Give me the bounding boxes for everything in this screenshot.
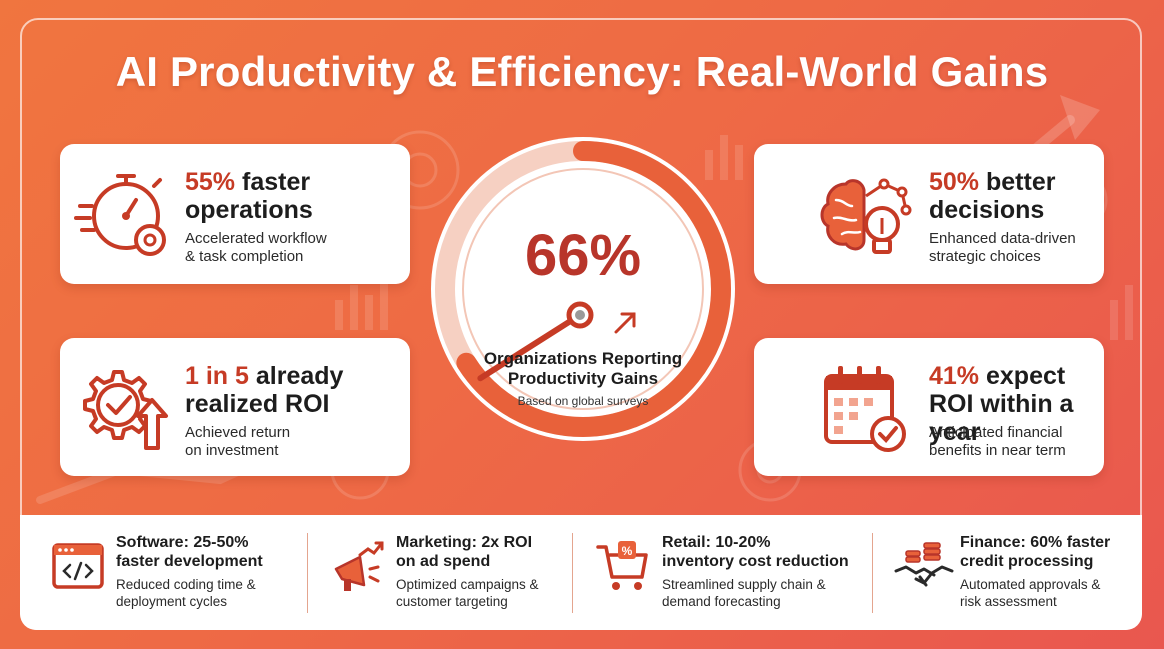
gauge-label: Organizations Reporting Productivity Gai… bbox=[428, 349, 738, 389]
operations-desc-line2: & task completion bbox=[185, 248, 304, 265]
operations-description: Accelerated workflow & task completion bbox=[185, 230, 327, 266]
sector-marketing-title-line2: on ad spend bbox=[396, 553, 491, 570]
gauge-label-line2: Productivity Gains bbox=[507, 369, 659, 388]
sector-software-title: Software: 25-50% faster development bbox=[116, 533, 316, 571]
decisions-desc-line2: strategic choices bbox=[929, 248, 1041, 265]
roi-line2: realized ROI bbox=[185, 390, 330, 418]
expect-headline: 41% expect ROI within a year bbox=[929, 362, 1104, 446]
card-expect-roi: 41% expect ROI within a year Anticipated… bbox=[754, 338, 1104, 476]
operations-stat: 55% bbox=[185, 168, 236, 196]
sector-retail-title: Retail: 10-20% inventory cost reduction bbox=[662, 533, 862, 571]
roi-stat-rest: already bbox=[248, 362, 344, 390]
expect-desc-line2: benefits in near term bbox=[929, 442, 1066, 459]
sector-software: Software: 25-50% faster development Redu… bbox=[40, 515, 310, 630]
page-title: AI Productivity & Efficiency: Real-World… bbox=[115, 48, 1049, 95]
expect-stat-rest: expect bbox=[979, 362, 1066, 390]
roi-headline: 1 in 5 already realized ROI bbox=[185, 362, 343, 418]
sector-marketing-desc: Optimized campaigns & customer targeting bbox=[396, 576, 596, 610]
sector-finance-title-line2: credit processing bbox=[960, 553, 1094, 570]
calendar-check-icon bbox=[824, 366, 906, 452]
expect-desc-line1: Anticipated financial bbox=[929, 424, 1063, 441]
sector-finance-desc-line1: Automated approvals & bbox=[960, 577, 1101, 592]
decisions-description: Enhanced data-driven strategic choices bbox=[929, 230, 1076, 266]
gauge-graphic bbox=[431, 137, 735, 441]
decisions-headline: 50% better decisions bbox=[929, 168, 1055, 224]
card-better-decisions: 50% better decisions Enhanced data-drive… bbox=[754, 144, 1104, 284]
sector-finance: Finance: 60% faster credit processing Au… bbox=[884, 515, 1134, 630]
sector-finance-desc-line2: risk assessment bbox=[960, 594, 1057, 609]
sector-retail-title-line2: inventory cost reduction bbox=[662, 553, 849, 570]
sector-marketing: Marketing: 2x ROI on ad spend Optimized … bbox=[320, 515, 570, 630]
trend-arrow-icon bbox=[614, 312, 636, 334]
gauge-needle bbox=[477, 312, 583, 382]
brain-lightbulb-icon bbox=[820, 178, 912, 254]
gauge-fill-arc bbox=[435, 141, 731, 437]
sector-marketing-desc-line2: customer targeting bbox=[396, 594, 508, 609]
sector-marketing-desc-line1: Optimized campaigns & bbox=[396, 577, 539, 592]
sector-divider bbox=[307, 533, 308, 613]
card-realized-roi: 1 in 5 already realized ROI Achieved ret… bbox=[60, 338, 410, 476]
sector-marketing-title-line1: Marketing: 2x ROI bbox=[396, 534, 533, 551]
card-faster-operations: 55% faster operations Accelerated workfl… bbox=[60, 144, 410, 284]
operations-desc-line1: Accelerated workflow bbox=[185, 230, 327, 247]
gear-check-arrow-icon bbox=[83, 370, 168, 450]
decisions-stat-rest: better bbox=[979, 168, 1056, 196]
sector-retail-desc-line2: demand forecasting bbox=[662, 594, 781, 609]
sector-bar: Software: 25-50% faster development Redu… bbox=[20, 515, 1142, 630]
productivity-gauge: 66% Organizations Reporting Productivity… bbox=[428, 134, 738, 444]
sector-retail-desc-line1: Streamlined supply chain & bbox=[662, 577, 826, 592]
code-window-icon bbox=[52, 543, 104, 589]
operations-line2: operations bbox=[185, 196, 313, 224]
roi-stat: 1 in 5 bbox=[185, 362, 249, 390]
shopping-cart-percent-icon: % bbox=[596, 541, 648, 590]
decisions-stat: 50% bbox=[929, 168, 980, 196]
roi-desc-line2: on investment bbox=[185, 442, 279, 459]
sector-software-desc: Reduced coding time & deployment cycles bbox=[116, 576, 316, 610]
operations-headline: 55% faster operations bbox=[185, 168, 313, 224]
decisions-line2: decisions bbox=[929, 196, 1045, 224]
sector-software-title-line2: faster development bbox=[116, 553, 263, 570]
sector-retail: % Retail: 10-20% inventory cost reductio… bbox=[586, 515, 876, 630]
megaphone-chart-icon bbox=[334, 541, 384, 591]
sector-finance-title: Finance: 60% faster credit processing bbox=[960, 533, 1160, 571]
roi-description: Achieved return on investment bbox=[185, 424, 290, 460]
sector-software-desc-line1: Reduced coding time & bbox=[116, 577, 256, 592]
svg-text:%: % bbox=[622, 544, 633, 558]
stopwatch-gear-icon bbox=[74, 174, 166, 256]
sector-marketing-title: Marketing: 2x ROI on ad spend bbox=[396, 533, 596, 571]
expect-description: Anticipated financial benefits in near t… bbox=[929, 424, 1066, 460]
sector-software-title-line1: Software: 25-50% bbox=[116, 534, 249, 551]
coins-handshake-icon bbox=[894, 542, 954, 587]
sector-software-desc-line2: deployment cycles bbox=[116, 594, 228, 609]
sector-finance-desc: Automated approvals & risk assessment bbox=[960, 576, 1160, 610]
roi-desc-line1: Achieved return bbox=[185, 424, 291, 441]
sector-finance-title-line1: Finance: 60% faster bbox=[960, 534, 1111, 551]
gauge-label-line1: Organizations Reporting bbox=[483, 349, 683, 368]
sector-retail-title-line1: Retail: 10-20% bbox=[662, 534, 771, 551]
sector-retail-desc: Streamlined supply chain & demand foreca… bbox=[662, 576, 862, 610]
gauge-subtitle: Based on global surveys bbox=[517, 394, 649, 408]
expect-line2: ROI within a year bbox=[929, 390, 1074, 446]
gauge-percent: 66% bbox=[524, 223, 642, 288]
decisions-desc-line1: Enhanced data-driven bbox=[929, 230, 1076, 247]
sector-divider bbox=[572, 533, 573, 613]
expect-stat: 41% bbox=[929, 362, 980, 390]
operations-stat-rest: faster bbox=[235, 168, 311, 196]
sector-divider bbox=[872, 533, 873, 613]
